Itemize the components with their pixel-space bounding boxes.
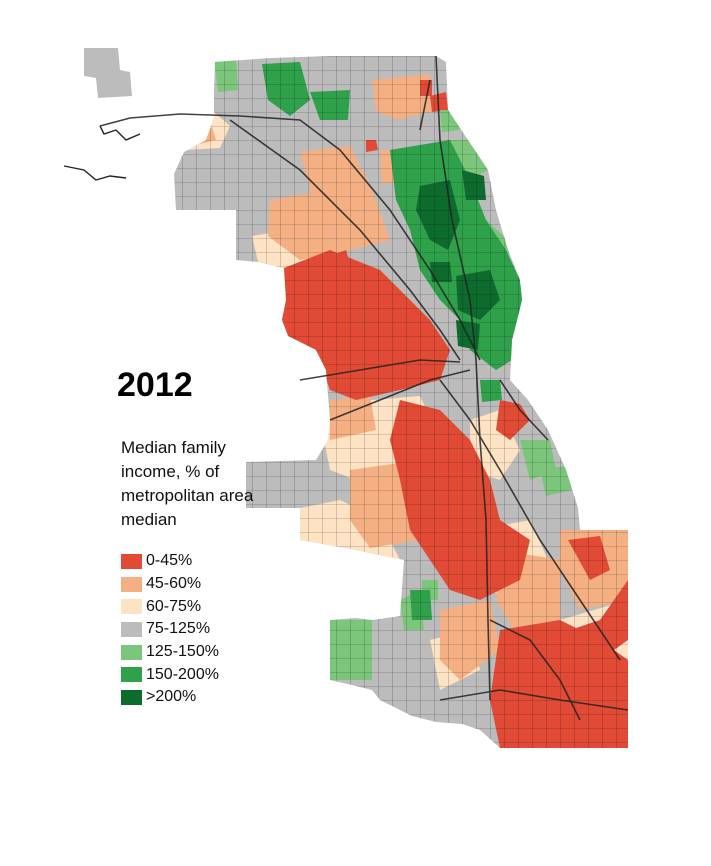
offsite-roads — [63, 125, 141, 181]
legend-swatch — [121, 599, 142, 615]
legend-swatch — [121, 576, 142, 592]
legend-item: 45-60% — [121, 573, 219, 596]
legend-item: 75-125% — [121, 618, 219, 641]
legend-item: >200% — [121, 686, 219, 709]
legend-label: 45-60% — [146, 575, 202, 593]
legend-swatch — [121, 689, 142, 705]
roads — [99, 55, 629, 721]
legend-label: 0-45% — [146, 552, 193, 570]
legend-swatch — [121, 621, 142, 637]
ohare-area — [84, 48, 132, 98]
legend-item: 150-200% — [121, 663, 219, 686]
legend-title: Median family income, % of metropolitan … — [121, 438, 254, 529]
legend-label: 60-75% — [146, 597, 202, 615]
legend-label: >200% — [146, 688, 197, 706]
legend-swatch — [121, 667, 142, 683]
year-title: 2012 — [117, 366, 193, 404]
legend-item: 0-45% — [121, 550, 219, 573]
legend-label: 150-200% — [146, 665, 219, 683]
legend-label: 125-150% — [146, 643, 219, 661]
legend-item: 125-150% — [121, 641, 219, 664]
legend-item: 60-75% — [121, 595, 219, 618]
legend-swatch — [121, 553, 142, 569]
legend-label: 75-125% — [146, 620, 211, 638]
legend: 0-45% 45-60% 60-75% 75-125% 125-150% 150… — [121, 550, 219, 709]
legend-swatch — [121, 644, 142, 660]
